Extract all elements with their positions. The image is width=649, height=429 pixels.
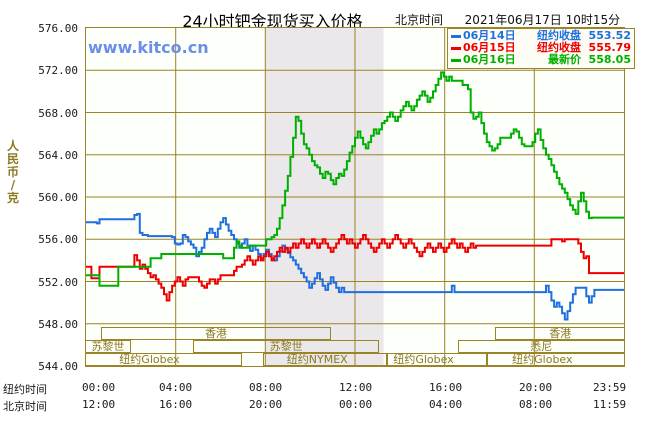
legend-label: 最新价 <box>548 53 581 66</box>
x-axis-tick-label: 04:00 <box>159 381 193 394</box>
session-bar <box>495 327 625 340</box>
legend-label: 纽约收盘 <box>537 41 581 54</box>
kitco-watermark: www.kitco.cn <box>88 38 209 57</box>
timestamp-block: 北京时间 2021年06月17日 10时15分 <box>395 11 620 28</box>
x-axis-tick-label: 20:00 <box>249 398 283 411</box>
session-bar-label: 苏黎世 <box>269 340 303 353</box>
y-axis-tick-label: 568.00 <box>38 106 78 120</box>
y-axis-tick-label: 560.00 <box>38 191 78 204</box>
legend-date: 06月15日 <box>463 41 516 54</box>
price-line-series-1 <box>86 212 624 321</box>
session-bar-label: 纽约Globex <box>512 353 573 366</box>
timezone-label: 北京时间 <box>395 13 444 27</box>
y-axis-tick-label: 544.00 <box>38 360 78 373</box>
price-line-series-2 <box>86 234 624 302</box>
legend-color-swatch <box>451 34 461 38</box>
session-bar <box>85 340 131 353</box>
session-bar <box>193 340 380 353</box>
legend-item: 06月14日 纽约收盘 553.52 <box>451 30 631 42</box>
y-axis-title-char: 币 <box>6 165 19 179</box>
chart-plot-area <box>85 27 625 367</box>
legend: 06月14日 纽约收盘 553.52 06月15日 纽约收盘 555.79 06月16日 最新… <box>447 28 635 69</box>
y-axis-tick-label: 576.00 <box>38 22 78 35</box>
legend-value: 555.79 <box>588 41 631 54</box>
price-lines-svg <box>86 28 624 366</box>
y-axis-title-char: 克 <box>6 191 19 205</box>
x-axis-tick-label: 00:00 <box>339 398 373 411</box>
legend-date: 06月16日 <box>463 53 516 66</box>
x-axis-row-name: 纽约时间 <box>3 383 47 396</box>
page-title: 24小时钯金现货买入价格 <box>182 12 363 31</box>
y-axis-title-char: 人 <box>6 139 19 153</box>
session-bar-label: 悉尼 <box>530 340 553 353</box>
legend-value: 558.05 <box>588 53 631 66</box>
session-bar <box>457 340 625 353</box>
legend-label: 纽约收盘 <box>537 29 581 42</box>
y-axis-title-char: 民 <box>6 152 19 166</box>
x-axis-tick-label: 12:00 <box>82 398 116 411</box>
session-bar-label: 香港 <box>204 327 227 340</box>
timestamp-value: 2021年06月17日 10时15分 <box>464 13 621 27</box>
x-axis-tick-label: 16:00 <box>159 398 193 411</box>
y-axis-title-char: / <box>10 178 16 192</box>
session-bar-label: 苏黎世 <box>91 340 125 353</box>
x-axis-tick-label: 11:59 <box>593 398 627 411</box>
y-axis-tick-label: 556.00 <box>38 233 78 247</box>
x-axis-tick-label: 00:00 <box>82 381 116 394</box>
y-axis-tick-label: 548.00 <box>38 317 78 331</box>
x-axis-tick-label: 04:00 <box>429 398 463 411</box>
session-bar <box>387 353 488 366</box>
x-axis-tick-label: 16:00 <box>429 381 463 394</box>
session-bar-label: 纽约NYMEX <box>286 353 348 366</box>
y-axis-tick-label: 564.00 <box>38 148 78 162</box>
session-bar-label: 纽约Globex <box>119 353 180 366</box>
price-line-series-3 <box>86 71 624 287</box>
legend-item: 06月16日 最新价 558.05 <box>451 54 631 66</box>
x-axis-tick-label: 12:00 <box>339 381 373 394</box>
market-session-bars: 香港 香港 苏黎世 苏黎世 悉尼 纽约Globex 纽约NYMEX 纽约Globex 纽约Glo… <box>85 327 625 367</box>
session-bar <box>263 353 388 366</box>
y-axis-tick-label: 572.00 <box>38 64 78 78</box>
y-axis-tick-label: 552.00 <box>38 275 78 289</box>
legend-value: 553.52 <box>588 29 631 42</box>
session-bar-label: 香港 <box>549 327 572 340</box>
session-bar <box>101 327 331 340</box>
x-axis-row-name: 北京时间 <box>3 400 47 413</box>
legend-item: 06月15日 纽约收盘 555.79 <box>451 42 631 54</box>
legend-color-swatch <box>451 46 461 50</box>
session-bar-label: 纽约Globex <box>393 353 454 366</box>
x-axis-tick-label: 08:00 <box>249 381 283 394</box>
session-bar <box>85 353 242 366</box>
session-bar <box>487 353 625 366</box>
x-axis-tick-label: 08:00 <box>519 398 553 411</box>
x-axis-tick-label: 20:00 <box>519 381 553 394</box>
legend-date: 06月14日 <box>463 29 516 42</box>
x-axis-tick-label: 23:59 <box>593 381 627 394</box>
y-axis-title: 人民币 / 克 <box>2 140 24 205</box>
legend-color-swatch <box>451 58 461 62</box>
